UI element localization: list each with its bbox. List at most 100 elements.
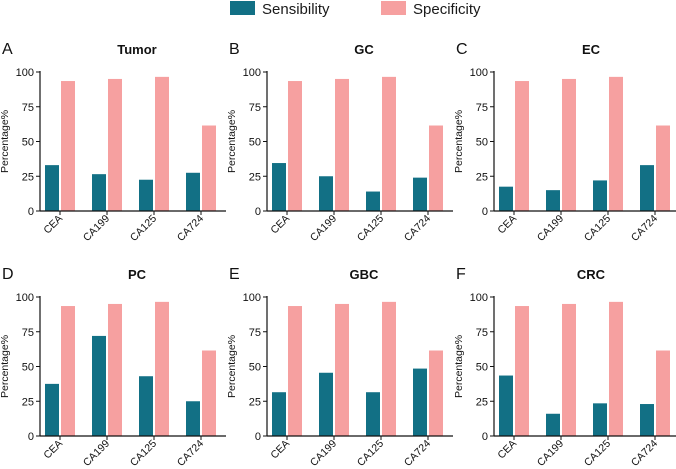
- bar-sensibility-cea: [272, 392, 286, 436]
- panel-title: GC: [354, 42, 374, 57]
- bar-sensibility-ca199: [319, 372, 333, 436]
- x-tick-label-ca724: CA724: [175, 213, 206, 244]
- bar-sensibility-ca724: [640, 165, 654, 211]
- y-tick-label-25: 25: [249, 171, 261, 183]
- bar-specificity-ca199: [562, 78, 576, 211]
- y-tick-label-100: 100: [243, 67, 261, 79]
- bar-specificity-cea: [515, 81, 529, 211]
- y-tick-label-25: 25: [22, 396, 34, 408]
- y-tick-label-0: 0: [28, 431, 34, 443]
- y-tick-label-50: 50: [476, 137, 488, 149]
- y-tick-label-25: 25: [249, 396, 261, 408]
- x-tick-label-ca199: CA199: [308, 438, 339, 469]
- x-tick-label-ca724: CA724: [629, 213, 660, 244]
- bar-sensibility-ca724: [413, 177, 427, 211]
- legend-label-specificity: Specificity: [413, 1, 481, 18]
- panel-title: Tumor: [117, 42, 156, 57]
- panel-letter: C: [456, 41, 468, 58]
- y-tick-label-75: 75: [22, 102, 34, 114]
- bar-specificity-cea: [61, 306, 75, 436]
- bar-sensibility-ca125: [593, 180, 607, 211]
- x-tick-label-ca125: CA125: [355, 438, 386, 469]
- x-tick-label-cea: CEA: [268, 438, 292, 462]
- bar-specificity-ca199: [335, 78, 349, 211]
- bar-sensibility-ca125: [593, 403, 607, 436]
- bar-sensibility-ca199: [92, 174, 106, 211]
- legend-swatch-sensibility: [230, 1, 255, 15]
- y-tick-label-50: 50: [22, 362, 34, 374]
- bar-specificity-ca724: [656, 125, 670, 211]
- bar-specificity-ca199: [335, 303, 349, 436]
- x-tick-label-ca199: CA199: [308, 213, 339, 244]
- x-tick-label-ca199: CA199: [81, 213, 112, 244]
- bar-specificity-ca199: [108, 303, 122, 436]
- chart-panel-ec: C EC Percentage% CEA CA199 CA125 CA724 0 25 50 75 1…: [453, 41, 676, 244]
- y-tick-label-75: 75: [22, 327, 34, 339]
- bar-sensibility-cea: [499, 375, 513, 436]
- bar-sensibility-ca199: [546, 190, 560, 211]
- panel-title: GBC: [350, 267, 380, 282]
- y-axis-label: Percentage%: [453, 335, 465, 398]
- x-tick-label-ca724: CA724: [629, 438, 660, 469]
- y-tick-label-0: 0: [28, 206, 34, 218]
- y-tick-label-0: 0: [255, 206, 261, 218]
- x-tick-label-ca199: CA199: [535, 438, 566, 469]
- y-tick-label-50: 50: [249, 137, 261, 149]
- x-tick-label-ca125: CA125: [582, 438, 613, 469]
- legend: Sensibility Specificity: [230, 1, 481, 18]
- y-axis-label: Percentage%: [226, 335, 238, 398]
- bar-specificity-ca724: [656, 350, 670, 436]
- y-tick-label-0: 0: [255, 431, 261, 443]
- y-tick-label-25: 25: [476, 396, 488, 408]
- y-tick-label-75: 75: [476, 102, 488, 114]
- bar-sensibility-ca199: [319, 176, 333, 211]
- bar-specificity-ca199: [562, 303, 576, 436]
- y-tick-label-25: 25: [22, 171, 34, 183]
- chart-panel-pc: D PC Percentage% CEA CA199 CA125 CA724 0 25 50 75 1…: [0, 266, 226, 469]
- chart-panels: A Tumor Percentage% CEA CA199 CA125 CA724 0 25 50…: [0, 41, 676, 469]
- x-tick-label-cea: CEA: [268, 213, 292, 237]
- bar-sensibility-ca199: [546, 413, 560, 436]
- y-tick-label-100: 100: [470, 292, 488, 304]
- bar-specificity-ca125: [155, 76, 169, 212]
- y-tick-label-100: 100: [470, 67, 488, 79]
- y-tick-label-50: 50: [476, 362, 488, 374]
- y-tick-label-75: 75: [476, 327, 488, 339]
- y-axis-label: Percentage%: [0, 110, 11, 173]
- bar-specificity-ca724: [202, 125, 216, 211]
- bar-sensibility-ca125: [366, 392, 380, 436]
- bar-specificity-cea: [515, 306, 529, 436]
- x-tick-label-ca199: CA199: [535, 213, 566, 244]
- bar-sensibility-ca724: [413, 368, 427, 436]
- y-tick-label-25: 25: [476, 171, 488, 183]
- x-tick-label-cea: CEA: [41, 213, 65, 237]
- bar-specificity-ca724: [429, 350, 443, 436]
- legend-swatch-specificity: [381, 1, 406, 15]
- bar-specificity-ca125: [609, 301, 623, 436]
- y-axis-label: Percentage%: [0, 335, 11, 398]
- bar-sensibility-ca724: [186, 401, 200, 436]
- y-tick-label-75: 75: [249, 102, 261, 114]
- bar-specificity-ca125: [155, 301, 169, 436]
- bar-sensibility-ca125: [139, 179, 153, 211]
- y-tick-label-50: 50: [22, 137, 34, 149]
- panel-letter: A: [2, 41, 13, 58]
- bar-specificity-ca724: [429, 125, 443, 211]
- x-tick-label-ca125: CA125: [582, 213, 613, 244]
- panel-title: EC: [582, 42, 601, 57]
- panel-title: CRC: [577, 267, 606, 282]
- x-tick-label-ca199: CA199: [81, 438, 112, 469]
- panel-title: PC: [128, 267, 147, 282]
- x-tick-label-ca125: CA125: [128, 438, 159, 469]
- bar-sensibility-ca724: [640, 404, 654, 436]
- panel-letter: B: [229, 41, 240, 58]
- bar-sensibility-cea: [499, 186, 513, 211]
- y-tick-label-0: 0: [482, 431, 488, 443]
- bar-specificity-cea: [288, 306, 302, 436]
- panel-letter: F: [456, 266, 466, 283]
- y-tick-label-100: 100: [16, 292, 34, 304]
- chart-panel-tumor: A Tumor Percentage% CEA CA199 CA125 CA724 0 25 50…: [0, 41, 226, 244]
- bar-specificity-ca125: [382, 301, 396, 436]
- x-tick-label-ca724: CA724: [175, 438, 206, 469]
